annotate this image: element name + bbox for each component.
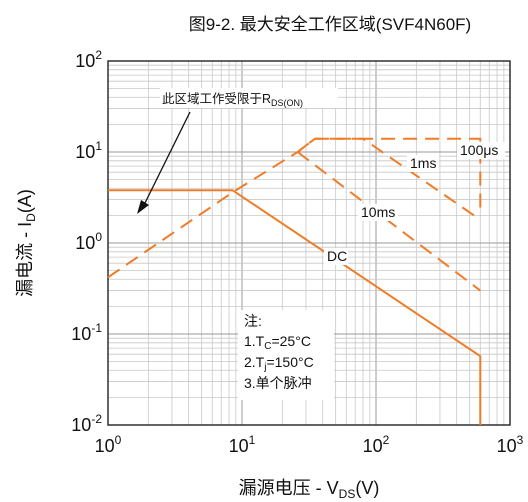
series-line-DC — [108, 189, 482, 425]
note-1-pre: 1.T — [244, 333, 265, 349]
series-line-1ms — [107, 137, 481, 279]
y-tick-label: 10-2 — [71, 412, 102, 435]
series-labels: 100μs 1ms 10ms DC — [324, 142, 505, 265]
note-1-sub: C — [264, 341, 271, 352]
series-label-bg — [358, 204, 398, 221]
rds-annotation-sub: DS(ON) — [271, 98, 303, 108]
notes-title: 注: — [244, 313, 262, 329]
series-label: 10ms — [361, 204, 395, 220]
x-tick-label: 103 — [497, 433, 524, 456]
tick-labels: 100 101 102 103 10-2 10-1 100 101 102 — [71, 48, 523, 456]
x-tick-label: 102 — [363, 433, 390, 456]
plot-frame — [107, 60, 511, 426]
rds-annotation: 此区域工作受限于RDS(ON) — [162, 92, 303, 108]
series-label: 1ms — [410, 155, 436, 171]
note-3: 3.单个脉冲 — [244, 375, 312, 391]
notes-bg — [238, 310, 334, 400]
note-1-post: =25°C — [271, 333, 310, 349]
x-axis-label-main: 漏源电压 - V — [239, 478, 339, 498]
note-1: 1.TC=25°C — [244, 333, 311, 352]
x-tick-label: 100 — [95, 433, 122, 456]
y-tick-label: 10-1 — [71, 321, 102, 344]
rds-arrow-head — [137, 200, 149, 214]
note-2: 2.Tj=150°C — [244, 354, 314, 373]
y-tick-label: 102 — [75, 48, 102, 71]
series-lines — [107, 137, 482, 425]
chart-title: 图9-2. 最大安全工作区域(SVF4N60F) — [189, 15, 471, 34]
x-axis-label-tail: (V) — [355, 478, 379, 498]
y-tick-label: 101 — [75, 139, 102, 162]
rds-arrow-line — [142, 111, 191, 208]
note-2-sub: j — [263, 362, 266, 373]
note-2-pre: 2.T — [244, 354, 265, 370]
y-axis-label-sub: D — [24, 213, 38, 222]
note-2-post: =150°C — [266, 354, 313, 370]
series-label-bg — [407, 155, 439, 172]
series-line-10ms — [296, 151, 481, 292]
series-label-bg — [324, 248, 348, 265]
series-label: 100μs — [460, 142, 498, 158]
rds-label-bg — [160, 88, 338, 108]
y-tick-label: 100 — [75, 230, 102, 253]
x-tick-label: 101 — [229, 433, 256, 456]
series-label: DC — [327, 248, 347, 264]
x-axis-label-sub: DS — [339, 487, 356, 501]
y-axis-label-tail: (A) — [15, 189, 35, 213]
y-axis-label: 漏电流 - ID(A) — [15, 189, 38, 297]
y-axis-label-main: 漏电流 - I — [15, 222, 35, 297]
series-line-100s — [296, 137, 482, 216]
x-axis-label: 漏源电压 - VDS(V) — [239, 478, 380, 501]
series-label-bg — [457, 142, 505, 159]
rds-annotation-text: 此区域工作受限于R — [162, 92, 271, 106]
